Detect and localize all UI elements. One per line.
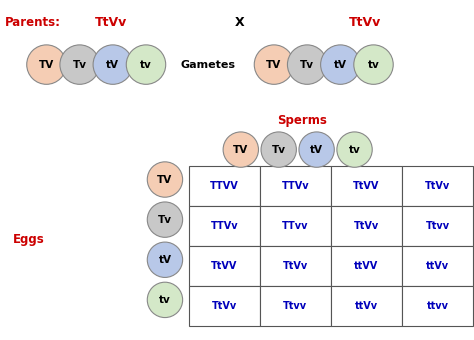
Ellipse shape <box>254 45 294 84</box>
Text: TTvv: TTvv <box>282 221 309 231</box>
Text: ttVv: ttVv <box>426 261 449 271</box>
Bar <box>189 246 260 286</box>
Text: tV: tV <box>106 59 119 70</box>
Text: tV: tV <box>334 59 347 70</box>
Text: TTVv: TTVv <box>210 221 238 231</box>
Text: tv: tv <box>140 59 152 70</box>
Ellipse shape <box>147 242 182 277</box>
Text: TV: TV <box>157 174 173 185</box>
Ellipse shape <box>147 282 182 318</box>
Ellipse shape <box>60 45 100 84</box>
Bar <box>189 286 260 326</box>
Bar <box>189 206 260 246</box>
Text: ttVV: ttVV <box>354 261 379 271</box>
Bar <box>189 166 260 206</box>
Text: tv: tv <box>349 144 360 155</box>
Bar <box>260 206 331 246</box>
Text: Eggs: Eggs <box>13 233 44 246</box>
Ellipse shape <box>147 162 182 197</box>
Text: Tv: Tv <box>300 59 314 70</box>
Text: TtVv: TtVv <box>283 261 308 271</box>
Text: X: X <box>235 16 244 29</box>
Text: Ttvv: Ttvv <box>426 221 449 231</box>
Text: tV: tV <box>310 144 323 155</box>
Text: ttvv: ttvv <box>427 301 448 311</box>
Text: Parents:: Parents: <box>5 16 61 29</box>
Ellipse shape <box>93 45 133 84</box>
Bar <box>402 166 473 206</box>
Text: TtVV: TtVV <box>353 181 380 191</box>
Ellipse shape <box>337 132 372 167</box>
Text: Tv: Tv <box>158 215 172 225</box>
Ellipse shape <box>27 45 66 84</box>
Text: Tv: Tv <box>272 144 286 155</box>
Ellipse shape <box>261 132 296 167</box>
Text: TtVv: TtVv <box>425 181 450 191</box>
Text: TV: TV <box>39 59 54 70</box>
Ellipse shape <box>147 202 182 237</box>
Text: tv: tv <box>368 59 379 70</box>
Text: TtVv: TtVv <box>211 301 237 311</box>
Bar <box>260 246 331 286</box>
Text: Ttvv: Ttvv <box>283 301 307 311</box>
Bar <box>331 286 402 326</box>
Ellipse shape <box>299 132 334 167</box>
Bar <box>260 166 331 206</box>
Text: tv: tv <box>159 295 171 305</box>
Text: Sperms: Sperms <box>277 114 328 127</box>
Ellipse shape <box>223 132 258 167</box>
Text: ttVv: ttVv <box>355 301 378 311</box>
Text: TtVv: TtVv <box>349 16 381 29</box>
Bar <box>402 246 473 286</box>
Bar <box>402 286 473 326</box>
Text: TV: TV <box>266 59 282 70</box>
Text: TV: TV <box>233 144 248 155</box>
Text: Gametes: Gametes <box>180 59 235 70</box>
Text: TtVv: TtVv <box>95 16 128 29</box>
Bar <box>402 206 473 246</box>
Ellipse shape <box>126 45 166 84</box>
Text: Tv: Tv <box>73 59 87 70</box>
Text: tV: tV <box>158 255 172 265</box>
Bar <box>260 286 331 326</box>
Text: TTVV: TTVV <box>210 181 238 191</box>
Ellipse shape <box>320 45 360 84</box>
Ellipse shape <box>354 45 393 84</box>
Ellipse shape <box>287 45 327 84</box>
Text: TTVv: TTVv <box>282 181 309 191</box>
Text: TtVv: TtVv <box>354 221 379 231</box>
Bar <box>331 166 402 206</box>
Bar <box>331 206 402 246</box>
Bar <box>331 246 402 286</box>
Text: TtVV: TtVV <box>211 261 237 271</box>
